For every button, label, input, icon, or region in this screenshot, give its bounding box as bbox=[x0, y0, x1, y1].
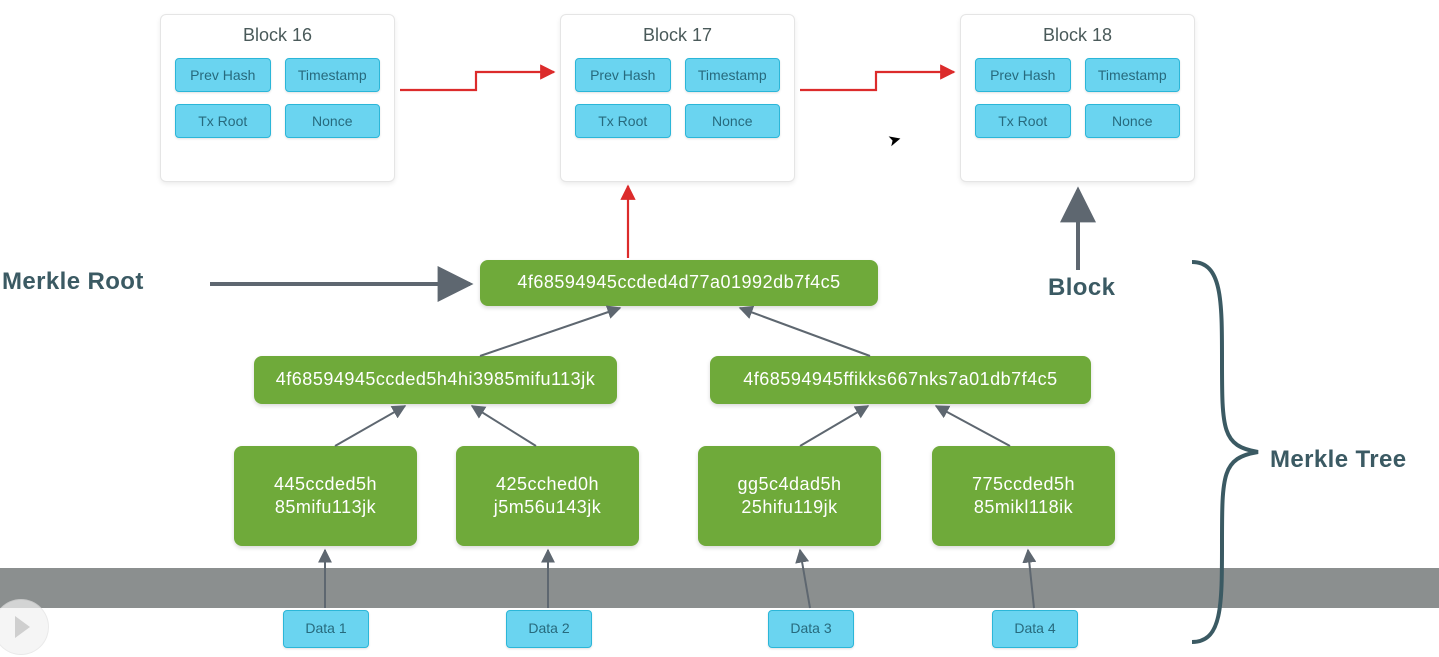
merkle-level1-left: 4f68594945ccded5h4hi3985mifu113jk bbox=[254, 356, 617, 404]
field-timestamp: Timestamp bbox=[1085, 58, 1181, 92]
hash-line2: 85mifu113jk bbox=[275, 496, 376, 519]
data-chip-1: Data 2 bbox=[506, 610, 592, 648]
arrow-chain-16-17 bbox=[400, 72, 554, 90]
field-nonce: Nonce bbox=[685, 104, 781, 138]
hash-line1: 425cched0h bbox=[496, 473, 599, 496]
block-card-17: Block 17 Prev Hash Timestamp Tx Root Non… bbox=[560, 14, 795, 182]
hash-line2: 25hifu119jk bbox=[741, 496, 837, 519]
hash-text: 4f68594945ffikks667nks7a01db7f4c5 bbox=[743, 368, 1057, 391]
hash-line1: gg5c4dad5h bbox=[737, 473, 841, 496]
hash-line2: j5m56u143jk bbox=[494, 496, 602, 519]
field-tx-root: Tx Root bbox=[175, 104, 271, 138]
arrow-leaf3-l1r bbox=[936, 406, 1010, 446]
arrow-leaf0-l1l bbox=[335, 406, 405, 446]
video-progress-strip[interactable] bbox=[0, 568, 1439, 608]
field-timestamp: Timestamp bbox=[685, 58, 781, 92]
field-nonce: Nonce bbox=[285, 104, 381, 138]
merkle-leaf-2: gg5c4dad5h 25hifu119jk bbox=[698, 446, 881, 546]
label-merkle-root: Merkle Root bbox=[2, 268, 144, 296]
block-title: Block 16 bbox=[161, 15, 394, 58]
field-timestamp: Timestamp bbox=[285, 58, 381, 92]
arrow-leaf2-l1r bbox=[800, 406, 868, 446]
arrow-l1r-root bbox=[740, 308, 870, 356]
blockchain-merkle-diagram: Block 16 Prev Hash Timestamp Tx Root Non… bbox=[0, 0, 1439, 657]
block-title: Block 17 bbox=[561, 15, 794, 58]
label-block: Block bbox=[1048, 274, 1115, 302]
data-chip-3: Data 4 bbox=[992, 610, 1078, 648]
block-fields: Prev Hash Timestamp Tx Root Nonce bbox=[561, 58, 794, 152]
merkle-leaf-0: 445ccded5h 85mifu113jk bbox=[234, 446, 417, 546]
block-title: Block 18 bbox=[961, 15, 1194, 58]
hash-line1: 775ccded5h bbox=[972, 473, 1075, 496]
merkle-leaf-1: 425cched0h j5m56u143jk bbox=[456, 446, 639, 546]
merkle-level1-right: 4f68594945ffikks667nks7a01db7f4c5 bbox=[710, 356, 1091, 404]
data-chip-2: Data 3 bbox=[768, 610, 854, 648]
merkle-leaf-3: 775ccded5h 85mikl118ik bbox=[932, 446, 1115, 546]
field-prev-hash: Prev Hash bbox=[575, 58, 671, 92]
merkle-root-node: 4f68594945ccded4d77a01992db7f4c5 bbox=[480, 260, 878, 306]
field-prev-hash: Prev Hash bbox=[975, 58, 1071, 92]
hash-line1: 445ccded5h bbox=[274, 473, 377, 496]
block-fields: Prev Hash Timestamp Tx Root Nonce bbox=[161, 58, 394, 152]
field-tx-root: Tx Root bbox=[975, 104, 1071, 138]
data-chip-0: Data 1 bbox=[283, 610, 369, 648]
block-card-18: Block 18 Prev Hash Timestamp Tx Root Non… bbox=[960, 14, 1195, 182]
cursor-icon: ➤ bbox=[886, 129, 904, 152]
arrow-l1l-root bbox=[480, 308, 620, 356]
field-prev-hash: Prev Hash bbox=[175, 58, 271, 92]
arrow-chain-17-18 bbox=[800, 72, 954, 90]
field-tx-root: Tx Root bbox=[575, 104, 671, 138]
play-button[interactable] bbox=[0, 600, 48, 654]
hash-line2: 85mikl118ik bbox=[974, 496, 1073, 519]
hash-text: 4f68594945ccded5h4hi3985mifu113jk bbox=[276, 368, 595, 391]
block-fields: Prev Hash Timestamp Tx Root Nonce bbox=[961, 58, 1194, 152]
label-merkle-tree: Merkle Tree bbox=[1270, 446, 1406, 474]
hash-text: 4f68594945ccded4d77a01992db7f4c5 bbox=[517, 271, 840, 294]
arrow-leaf1-l1l bbox=[472, 406, 536, 446]
field-nonce: Nonce bbox=[1085, 104, 1181, 138]
block-card-16: Block 16 Prev Hash Timestamp Tx Root Non… bbox=[160, 14, 395, 182]
